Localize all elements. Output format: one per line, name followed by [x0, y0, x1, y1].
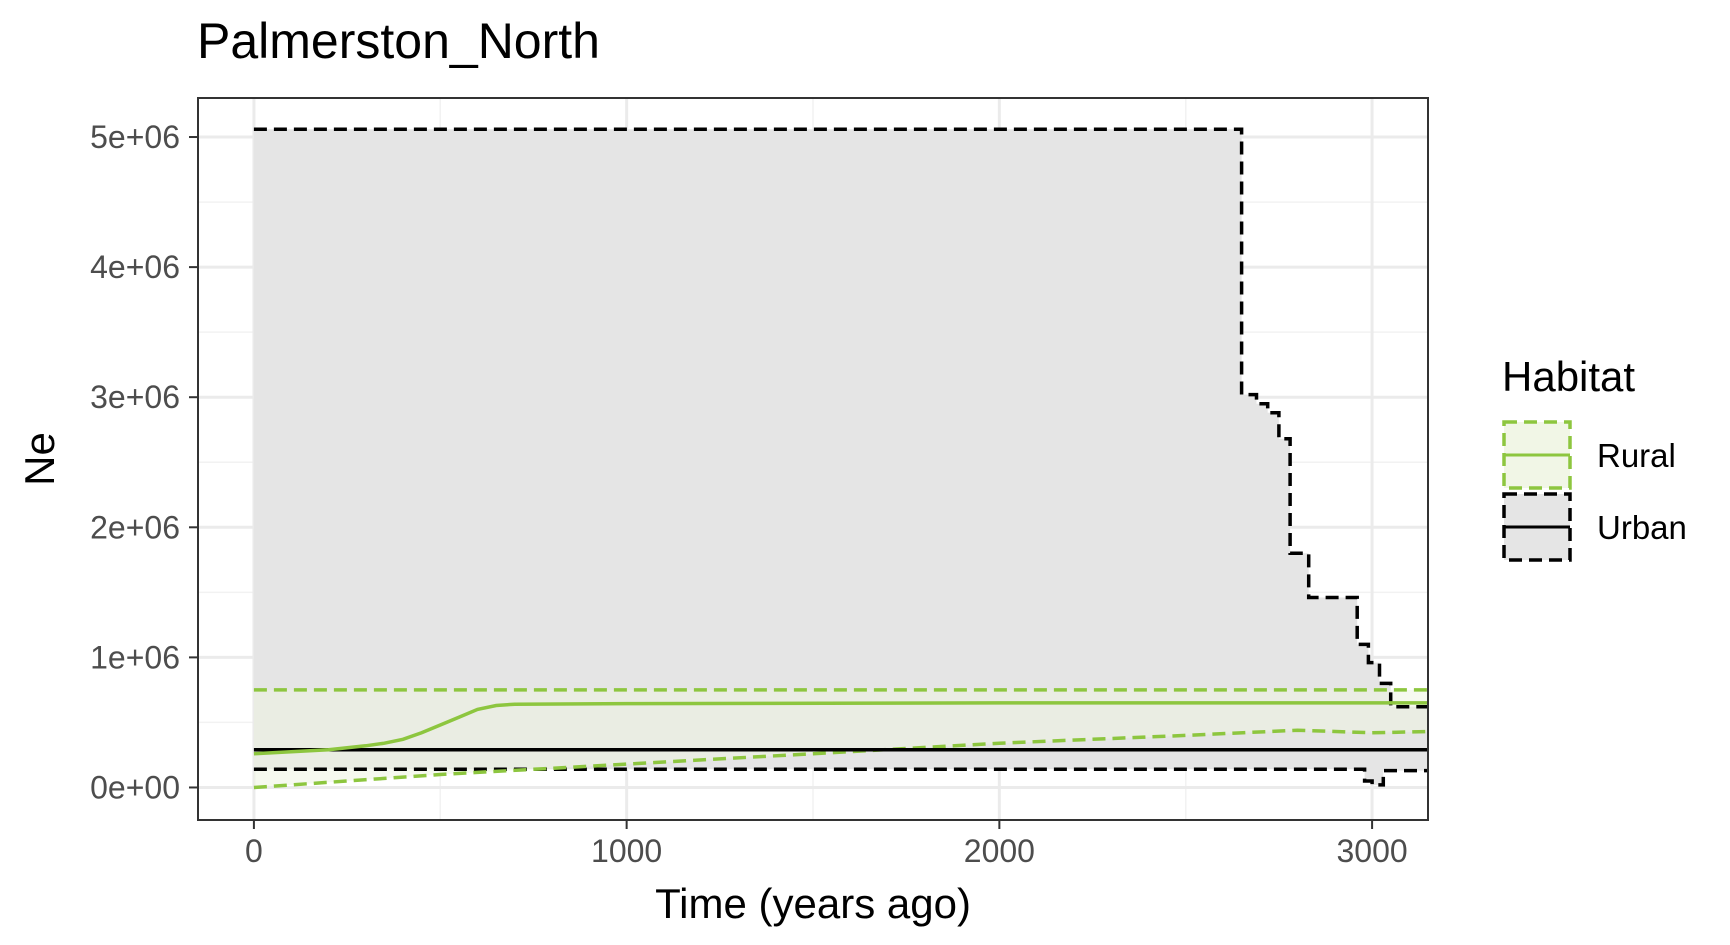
lower-bound-line-urban	[253, 767, 1428, 787]
y-tick-label: 2e+06	[90, 509, 180, 545]
x-axis-title: Time (years ago)	[655, 880, 971, 927]
confidence-ribbons	[253, 129, 1428, 788]
y-tick-label: 1e+06	[90, 639, 180, 675]
x-tick-label: 2000	[964, 833, 1035, 869]
upper-bound-line-urban	[253, 127, 1428, 709]
x-axis: 0 1000 2000 3000	[245, 820, 1408, 869]
legend-label-rural: Rural	[1597, 437, 1676, 474]
legend-key-urban	[1502, 492, 1572, 562]
series-lines	[253, 127, 1429, 790]
legend-key-rural	[1502, 420, 1572, 490]
legend-title: Habitat	[1502, 353, 1635, 400]
panel-border	[197, 97, 1429, 821]
y-tick-label: 4e+06	[90, 249, 180, 285]
chart-title: Palmerston_North	[197, 13, 600, 69]
y-tick-label: 5e+06	[90, 119, 180, 155]
x-tick-label: 1000	[591, 833, 662, 869]
legend: Habitat Rural Urban	[1502, 353, 1687, 562]
x-tick-label: 3000	[1336, 833, 1407, 869]
lower-bound-line-rural	[253, 728, 1429, 790]
y-axis-title: Ne	[16, 432, 63, 486]
y-tick-label: 3e+06	[90, 379, 180, 415]
y-axis: 0e+00 1e+06 2e+06 3e+06 4e+06 5e+06	[90, 119, 198, 805]
legend-label-urban: Urban	[1597, 509, 1687, 546]
x-tick-label: 0	[245, 833, 263, 869]
y-tick-label: 0e+00	[90, 769, 180, 805]
ribbon-rural	[253, 689, 1428, 788]
median-line-rural	[253, 701, 1428, 756]
ribbon-urban	[253, 129, 1428, 785]
